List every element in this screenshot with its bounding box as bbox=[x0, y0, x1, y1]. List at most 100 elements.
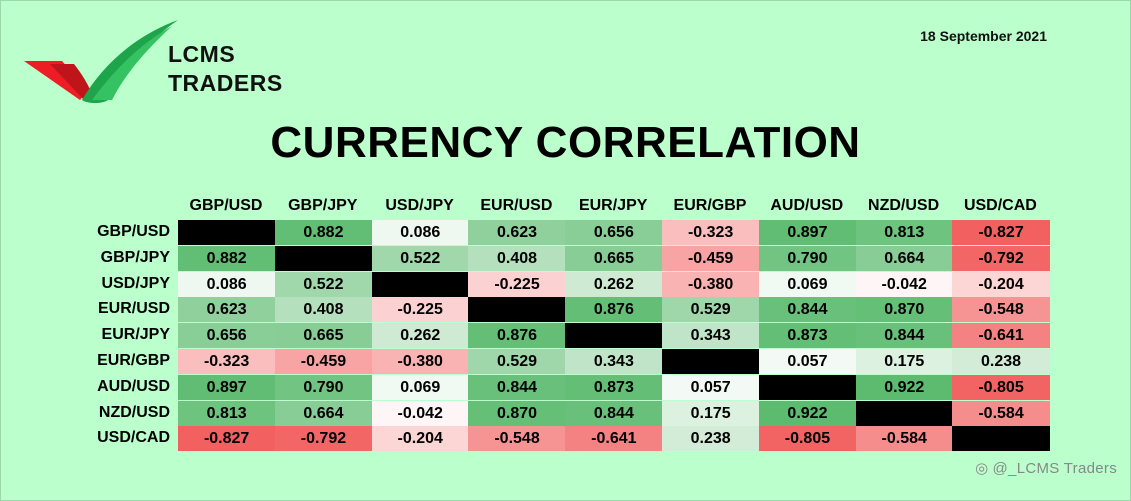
correlation-cell: 0.897 bbox=[758, 220, 857, 245]
correlation-cell: -0.323 bbox=[662, 220, 760, 245]
correlation-cell: 0.069 bbox=[371, 374, 469, 400]
row-header: EUR/GBP bbox=[97, 352, 170, 369]
correlation-cell: 0.873 bbox=[565, 374, 663, 400]
correlation-cell: 0.844 bbox=[565, 400, 663, 426]
row-header: EUR/JPY bbox=[101, 326, 170, 344]
column-header: EUR/USD bbox=[480, 197, 553, 214]
correlation-cell: -0.225 bbox=[371, 297, 469, 323]
column-header: EUR/JPY bbox=[578, 197, 648, 214]
correlation-cell: 0.343 bbox=[662, 323, 760, 349]
correlation-cell: 0.057 bbox=[758, 349, 857, 374]
correlation-cell: -0.042 bbox=[371, 400, 469, 426]
correlation-cell: 0.529 bbox=[468, 349, 566, 374]
correlation-cell: -0.323 bbox=[178, 349, 276, 374]
column-header: GBP/USD bbox=[189, 197, 263, 214]
correlation-cell: -0.225 bbox=[468, 271, 566, 297]
chart-title: CURRENCY CORRELATION bbox=[270, 118, 861, 167]
column-header: USD/CAD bbox=[963, 197, 1037, 214]
row-header: EUR/USD bbox=[97, 300, 170, 318]
correlation-cell: 0.844 bbox=[758, 297, 857, 323]
correlation-cell: 0.813 bbox=[855, 220, 953, 245]
correlation-cell: 0.238 bbox=[662, 426, 760, 452]
column-header: EUR/GBP bbox=[673, 197, 747, 214]
diagonal-cell bbox=[952, 426, 1050, 452]
correlation-cell: 0.870 bbox=[855, 297, 953, 323]
correlation-cell: 0.408 bbox=[274, 297, 373, 323]
correlation-cell: 0.057 bbox=[662, 374, 760, 400]
correlation-cell: 0.897 bbox=[178, 374, 276, 400]
correlation-cell: -0.805 bbox=[758, 426, 857, 452]
correlation-cell: -0.641 bbox=[565, 426, 663, 452]
lcms-logo bbox=[24, 20, 178, 103]
column-header: NZD/USD bbox=[868, 197, 940, 214]
correlation-cell: -0.792 bbox=[952, 245, 1050, 271]
correlation-cell: -0.805 bbox=[952, 374, 1050, 400]
correlation-cell: 0.522 bbox=[371, 245, 469, 271]
correlation-cell: 0.656 bbox=[178, 323, 276, 349]
correlation-cell: 0.876 bbox=[565, 297, 663, 323]
correlation-cell: -0.380 bbox=[371, 349, 469, 374]
row-header: USD/JPY bbox=[101, 274, 170, 292]
correlation-cell: -0.584 bbox=[855, 426, 953, 452]
correlation-cell: -0.641 bbox=[952, 323, 1050, 349]
correlation-cell: 0.086 bbox=[371, 220, 469, 245]
diagonal-cell bbox=[565, 323, 663, 349]
diagonal-cell bbox=[468, 297, 566, 323]
diagonal-cell bbox=[274, 245, 373, 271]
diagonal-cell bbox=[178, 220, 276, 245]
correlation-cell: 0.790 bbox=[758, 245, 857, 271]
row-header: NZD/USD bbox=[98, 403, 170, 421]
correlation-cell: 0.069 bbox=[758, 271, 857, 297]
correlation-cell: 0.844 bbox=[855, 323, 953, 349]
correlation-cell: 0.529 bbox=[662, 297, 760, 323]
row-header: GBP/JPY bbox=[100, 248, 170, 266]
correlation-cell: 0.664 bbox=[274, 400, 373, 426]
column-header: GBP/JPY bbox=[288, 197, 358, 214]
correlation-cell: 0.813 bbox=[178, 400, 276, 426]
correlation-cell: -0.042 bbox=[855, 271, 953, 297]
date-label: 18 September 2021 bbox=[920, 28, 1047, 44]
correlation-cell: 0.623 bbox=[178, 297, 276, 323]
correlation-cell: -0.827 bbox=[178, 426, 276, 452]
brand-line2: TRADERS bbox=[168, 70, 283, 96]
brand-name: LCMS TRADERS bbox=[168, 40, 283, 98]
correlation-cell: 0.238 bbox=[952, 349, 1050, 374]
correlation-cell: -0.792 bbox=[274, 426, 373, 452]
diagonal-cell bbox=[662, 349, 760, 374]
correlation-cell: 0.343 bbox=[565, 349, 663, 374]
correlation-cell: 0.522 bbox=[274, 271, 373, 297]
correlation-cell: 0.882 bbox=[274, 220, 373, 245]
correlation-cell: 0.664 bbox=[855, 245, 953, 271]
correlation-cell: 0.882 bbox=[178, 245, 276, 271]
column-header: AUD/USD bbox=[770, 197, 844, 214]
diagonal-cell bbox=[855, 400, 953, 426]
correlation-cell: -0.459 bbox=[662, 245, 760, 271]
correlation-cell: 0.175 bbox=[662, 400, 760, 426]
row-header: USD/CAD bbox=[97, 429, 170, 447]
correlation-cell: 0.175 bbox=[855, 349, 953, 374]
correlation-cell: 0.665 bbox=[274, 323, 373, 349]
correlation-cell: 0.790 bbox=[274, 374, 373, 400]
correlation-cell: 0.844 bbox=[468, 374, 566, 400]
correlation-cell: 0.262 bbox=[371, 323, 469, 349]
correlation-cell: -0.459 bbox=[274, 349, 373, 374]
correlation-cell: 0.623 bbox=[468, 220, 566, 245]
brand-line1: LCMS bbox=[168, 41, 236, 67]
correlation-cell: -0.548 bbox=[952, 297, 1050, 323]
correlation-cell: 0.262 bbox=[565, 271, 663, 297]
correlation-cell: -0.204 bbox=[371, 426, 469, 452]
correlation-cell: 0.665 bbox=[565, 245, 663, 271]
weibo-icon: ◎ bbox=[975, 460, 989, 477]
correlation-cell: 0.086 bbox=[178, 271, 276, 297]
correlation-cell: -0.204 bbox=[952, 271, 1050, 297]
watermark-text: @_LCMS Traders bbox=[992, 460, 1117, 477]
row-header: GBP/USD bbox=[97, 223, 170, 240]
correlation-cell: 0.870 bbox=[468, 400, 566, 426]
row-header: AUD/USD bbox=[97, 377, 170, 395]
correlation-cell: 0.922 bbox=[855, 374, 953, 400]
correlation-cell: 0.408 bbox=[468, 245, 566, 271]
diagonal-cell bbox=[758, 374, 857, 400]
watermark: ◎ @_LCMS Traders bbox=[975, 459, 1117, 477]
correlation-cell: -0.827 bbox=[952, 220, 1050, 245]
correlation-cell: -0.584 bbox=[952, 400, 1050, 426]
